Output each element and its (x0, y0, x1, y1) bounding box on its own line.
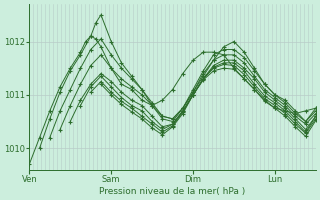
X-axis label: Pression niveau de la mer( hPa ): Pression niveau de la mer( hPa ) (100, 187, 246, 196)
